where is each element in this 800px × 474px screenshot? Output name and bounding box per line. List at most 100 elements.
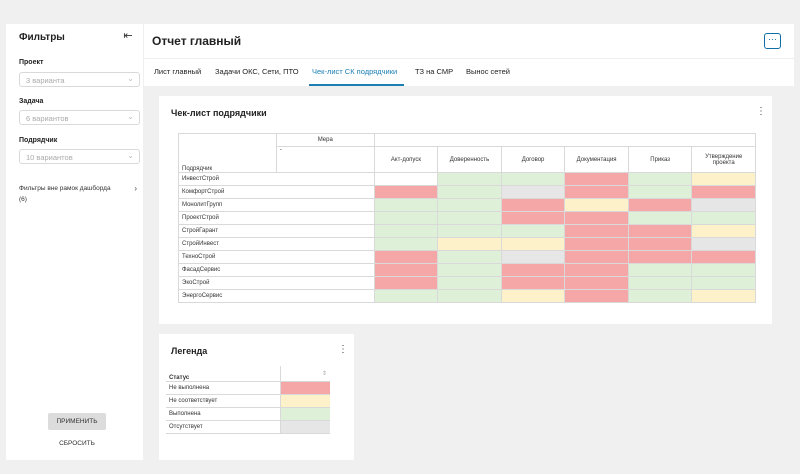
status-cell <box>627 276 693 290</box>
column-header: Акт-допуск <box>373 146 439 173</box>
collapse-sidebar-icon[interactable]: ⇤ <box>123 30 133 42</box>
status-cell <box>564 185 629 199</box>
legend-row: Не выполнена <box>166 380 330 395</box>
contractor-name: ТехноСтрой <box>178 250 375 264</box>
contractor-name: ПроектСтрой <box>178 211 375 225</box>
active-tab-indicator <box>309 84 404 86</box>
filters-sidebar: Фильтры ⇤ Проект 3 варианта ⌄ Задача 6 в… <box>6 24 143 460</box>
status-cell <box>564 237 629 251</box>
status-cell <box>373 172 439 186</box>
chevron-down-icon: ⌄ <box>127 151 134 160</box>
status-cell <box>627 172 693 186</box>
legend-swatch <box>279 419 330 434</box>
legend-row: Отсутствует <box>166 419 330 434</box>
table-row: МонолитГрупп <box>178 198 756 212</box>
filter-label-contractor: Подрядчик <box>19 137 58 144</box>
status-cell <box>627 198 693 212</box>
table-row: СтройГарант <box>178 224 756 238</box>
legend-title: Легенда <box>171 346 208 356</box>
kebab-menu-icon[interactable]: ⋮ <box>756 106 766 117</box>
legend-table: Статус ⇕ Не выполнена Не соответствует Выпол… <box>166 366 330 434</box>
task-select-value: 6 вариантов <box>26 114 69 123</box>
status-cell <box>691 289 756 303</box>
status-cell <box>437 263 502 277</box>
column-header: Доверенность <box>437 146 502 173</box>
table-row: ЭнергоСервис <box>178 289 756 303</box>
contractor-name: СтройИнвест <box>178 237 375 251</box>
filter-label-task: Задача <box>19 98 44 105</box>
status-cell <box>437 289 502 303</box>
status-cell <box>437 250 502 264</box>
more-options-button[interactable]: ··· <box>764 33 781 49</box>
status-cell <box>437 198 502 212</box>
table-row: ФасадСервис <box>178 263 756 277</box>
legend-label: Не соответствует <box>166 393 281 408</box>
row-header-cell: Подрядчик <box>178 133 277 173</box>
legend-label: Не выполнена <box>166 380 281 395</box>
status-cell <box>500 237 566 251</box>
measure-header: Мера <box>275 133 375 147</box>
table-row: КомфортСтрой <box>178 185 756 199</box>
status-cell <box>373 185 439 199</box>
status-cell <box>437 276 502 290</box>
status-cell <box>373 289 439 303</box>
legend-status-header: Статус <box>166 366 281 382</box>
chevron-right-icon: › <box>134 184 137 193</box>
status-cell <box>373 211 439 225</box>
status-cell <box>691 211 756 225</box>
tab-main-sheet[interactable]: Лист главный <box>154 67 202 76</box>
page-title: Отчет главный <box>152 34 242 48</box>
kebab-menu-icon[interactable]: ⋮ <box>338 344 348 355</box>
status-cell <box>437 237 502 251</box>
status-cell <box>627 224 693 238</box>
status-cell <box>500 250 566 264</box>
status-cell <box>691 276 756 290</box>
legend-swatch <box>279 393 330 408</box>
checklist-title: Чек-лист подрядчики <box>171 108 267 118</box>
task-select[interactable]: 6 вариантов ⌄ <box>19 110 140 125</box>
legend-swatch <box>279 406 330 421</box>
status-cell <box>437 172 502 186</box>
measure-dash: - <box>275 146 375 173</box>
status-cell <box>627 289 693 303</box>
status-cell <box>691 224 756 238</box>
status-cell <box>691 172 756 186</box>
status-cell <box>437 211 502 225</box>
legend-label: Отсутствует <box>166 419 281 434</box>
sidebar-title: Фильтры <box>19 32 65 43</box>
filter-label-project: Проект <box>19 59 44 66</box>
status-cell <box>500 289 566 303</box>
tab-networks[interactable]: Вынос сетей <box>466 67 510 76</box>
contractor-name: СтройГарант <box>178 224 375 238</box>
status-cell <box>564 224 629 238</box>
status-cell <box>500 172 566 186</box>
status-cell <box>691 237 756 251</box>
sort-icon[interactable]: ⇕ <box>279 366 330 382</box>
status-cell <box>627 250 693 264</box>
contractor-select-value: 10 вариантов <box>26 153 73 162</box>
status-cell <box>500 198 566 212</box>
status-cell <box>373 263 439 277</box>
status-cell <box>564 289 629 303</box>
status-cell <box>564 276 629 290</box>
contractor-column-header: Подрядчик <box>182 166 213 172</box>
contractor-select[interactable]: 10 вариантов ⌄ <box>19 149 140 164</box>
column-header: Утверждение проекта <box>691 146 756 173</box>
status-cell <box>691 198 756 212</box>
status-cell <box>564 250 629 264</box>
status-cell <box>500 224 566 238</box>
tab-checklist[interactable]: Чек-лист СК подрядчики <box>312 67 398 76</box>
reset-button[interactable]: СБРОСИТЬ <box>59 440 95 447</box>
apply-button[interactable]: ПРИМЕНИТЬ <box>48 413 106 430</box>
measure-header-fill <box>373 133 757 147</box>
status-cell <box>691 263 756 277</box>
checklist-card: Чек-лист подрядчики ⋮ Подрядчик Мера - Акт-… <box>159 96 772 324</box>
project-select[interactable]: 3 варианта ⌄ <box>19 72 140 87</box>
ellipsis-icon: ··· <box>768 34 777 44</box>
tab-tz-smr[interactable]: ТЗ на СМР <box>415 67 454 76</box>
extra-filters-link[interactable]: Фильтры вне рамок дашборда (6) › <box>19 183 139 205</box>
tab-tasks[interactable]: Задачи ОКС, Сети, ПТО <box>215 67 299 76</box>
status-cell <box>373 198 439 212</box>
checklist-table: Подрядчик Мера - Акт-допуск Доверенность Дого… <box>178 133 757 303</box>
contractor-name: ЭнергоСервис <box>178 289 375 303</box>
